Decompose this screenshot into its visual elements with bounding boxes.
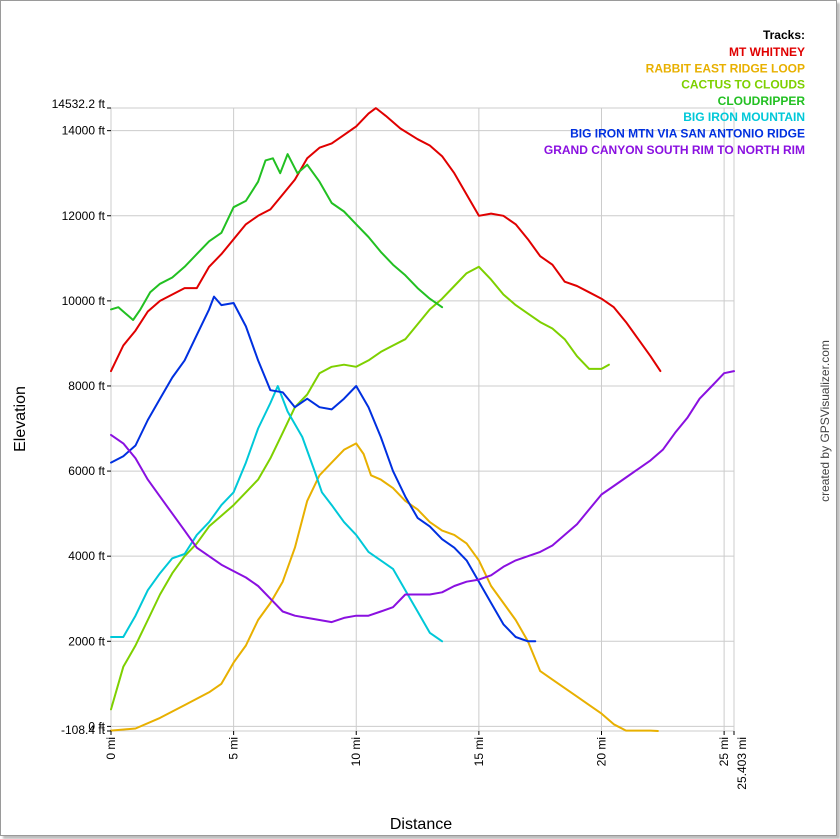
y-tick-label: 14000 ft <box>62 124 106 138</box>
credit-text: created by GPSVisualizer.com <box>818 340 832 502</box>
series-line-grand-canyon-south-rim-to-north-rim <box>110 370 735 624</box>
x-tick-label: 20 mi <box>594 737 608 766</box>
legend-entry: CACTUS TO CLOUDS <box>681 78 805 92</box>
y-axis-title: Elevation <box>12 386 29 452</box>
legend-entry: GRAND CANYON SOUTH RIM TO NORTH RIM <box>544 143 805 157</box>
x-tick-label: 5 mi <box>227 737 241 760</box>
y-tick-label: 12000 ft <box>62 209 106 223</box>
x-axis-title: Distance <box>390 816 452 833</box>
series-line-big-iron-mtn-via-san-antonio-ridge <box>110 295 537 643</box>
x-tick-label: 25 mi <box>717 737 731 766</box>
legend-entry: MT WHITNEY <box>729 45 805 59</box>
y-gridlines <box>111 107 734 732</box>
y-axis-ticks: 14532.2 ft 14000 ft 12000 ft 10000 ft 8000 f… <box>52 97 111 737</box>
series-lines <box>110 107 735 732</box>
legend-entry: RABBIT EAST RIDGE LOOP <box>646 61 805 75</box>
series-line-mt-whitney <box>110 107 662 373</box>
y-tick-label: 4000 ft <box>68 549 105 563</box>
x-tick-label: 0 mi <box>104 737 118 760</box>
y-tick-label: 10000 ft <box>62 294 106 308</box>
x-axis-ticks: 0 mi 5 mi 10 mi 15 mi 20 mi 25 mi 25.403 mi <box>104 731 749 790</box>
x-tick-label: 10 mi <box>349 737 363 766</box>
y-tick-label: 6000 ft <box>68 464 105 478</box>
legend-entry: BIG IRON MOUNTAIN <box>683 110 805 124</box>
x-tick-label: 15 mi <box>472 737 486 766</box>
plot-area <box>110 107 735 732</box>
series-line-rabbit-east-ridge-loop <box>110 442 659 732</box>
y-tick-label: 8000 ft <box>68 379 105 393</box>
legend-entry: BIG IRON MTN VIA SAN ANTONIO RIDGE <box>570 127 805 141</box>
y-tick-label: 14532.2 ft <box>52 97 106 111</box>
legend-entry: CLOUDRIPPER <box>718 94 806 108</box>
legend-title: Tracks: <box>763 28 805 42</box>
series-line-big-iron-mountain <box>110 385 444 643</box>
legend: MT WHITNEY RABBIT EAST RIDGE LOOP CACTUS T… <box>544 45 805 157</box>
series-line-cloudripper <box>110 153 444 321</box>
y-tick-label: 2000 ft <box>68 634 105 648</box>
x-gridlines <box>110 108 735 731</box>
x-tick-label: 25.403 mi <box>735 737 749 790</box>
y-tick-label: -108.4 ft <box>61 723 106 737</box>
y-tick-label: 0 ft <box>88 719 105 733</box>
